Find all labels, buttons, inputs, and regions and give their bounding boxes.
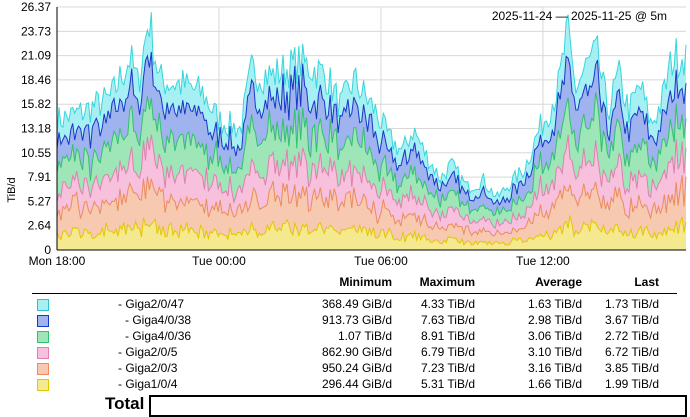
legend-header-average: Average [535, 275, 582, 289]
legend-minimum: 296.44 GiB/d [321, 377, 392, 391]
y-tick-label: 7.91 [28, 170, 52, 184]
legend-swatch-icon [37, 379, 49, 391]
legend-swatch-icon [37, 363, 49, 375]
y-tick-label: 26.37 [21, 0, 51, 14]
legend-last: 2.72 TiB/d [604, 329, 659, 343]
legend-average: 2.98 TiB/d [527, 313, 582, 327]
legend-average: 3.06 TiB/d [527, 329, 582, 343]
legend-swatch-icon [37, 331, 49, 343]
legend-average: 1.66 TiB/d [527, 377, 582, 391]
legend-average: 3.16 TiB/d [527, 361, 582, 375]
legend-header-rule [32, 293, 677, 294]
series-line-Giga1/0/4 [56, 215, 687, 246]
legend-maximum: 6.79 TiB/d [420, 345, 475, 359]
legend-minimum: 368.49 GiB/d [321, 297, 392, 311]
y-tick-label: 10.55 [21, 146, 51, 160]
y-tick-label: 2.64 [28, 219, 52, 233]
series-areas [56, 12, 687, 251]
legend-series-label: - Giga4/0/36 [125, 329, 192, 343]
legend-series-label: - Giga2/0/3 [118, 361, 178, 375]
series-area-Giga1/0/4 [57, 215, 686, 250]
legend-row: - Giga4/0/38 913.73 GiB/d 7.63 TiB/d 2.9… [32, 313, 677, 329]
x-tick-label: Mon 18:00 [29, 254, 86, 268]
y-tick-label: 18.46 [21, 73, 51, 87]
y-tick-label: 0 [44, 243, 51, 257]
legend-average: 3.10 TiB/d [527, 345, 582, 359]
legend-series-label: - Giga4/0/38 [125, 313, 192, 327]
legend-minimum: 913.73 GiB/d [321, 313, 392, 327]
series-line-Giga4/0/36 [56, 92, 687, 217]
legend-maximum: 4.33 TiB/d [420, 297, 475, 311]
legend-header-minimum: Minimum [339, 275, 392, 289]
legend-last: 6.72 TiB/d [604, 345, 659, 359]
legend-series-label: - Giga2/0/47 [118, 297, 185, 311]
legend-swatch-icon [37, 315, 49, 327]
legend-swatch-icon [37, 347, 49, 359]
legend-minimum: 1.07 TiB/d [337, 329, 392, 343]
legend-average: 1.63 TiB/d [527, 297, 582, 311]
y-tick-label: 15.82 [21, 97, 51, 111]
legend-header-last: Last [634, 275, 659, 289]
y-tick-label: 13.18 [21, 122, 51, 136]
y-tick-label: 21.09 [21, 49, 51, 63]
legend-row: - Giga1/0/4 296.44 GiB/d 5.31 TiB/d 1.66… [32, 377, 677, 393]
legend-last: 1.73 TiB/d [604, 297, 659, 311]
series-line-Giga2/0/5 [56, 134, 687, 230]
legend-minimum: 862.90 GiB/d [321, 345, 392, 359]
legend-row: - Giga2/0/3 950.24 GiB/d 7.23 TiB/d 3.16… [32, 361, 677, 377]
stacked-area-chart: 0 2.64 5.27 7.91 10.55 13.18 15.82 18.46 21.09 23… [6, 0, 687, 268]
legend-maximum: 5.31 TiB/d [420, 377, 475, 391]
legend-maximum: 7.23 TiB/d [420, 361, 475, 375]
legend-header-maximum: Maximum [419, 275, 475, 289]
series-line-Giga2/0/3 [56, 175, 687, 237]
x-tick-label: Tue 12:00 [516, 254, 570, 268]
y-tick-label: 23.73 [21, 24, 51, 38]
legend-row: - Giga2/0/5 862.90 GiB/d 6.79 TiB/d 3.10… [32, 345, 677, 361]
legend-swatch-icon [37, 299, 49, 311]
legend-last: 3.67 TiB/d [604, 313, 659, 327]
legend-maximum: 7.63 TiB/d [420, 313, 475, 327]
y-tick-label: 5.27 [28, 194, 52, 208]
legend-series-label: - Giga2/0/5 [118, 345, 178, 359]
legend-last: 1.99 TiB/d [604, 377, 659, 391]
legend-row: - Giga4/0/36 1.07 TiB/d 8.91 TiB/d 3.06 … [32, 329, 677, 345]
legend-last: 3.85 TiB/d [604, 361, 659, 375]
y-axis-label: TiB/d [6, 177, 18, 202]
legend-row: - Giga2/0/47 368.49 GiB/d 4.33 TiB/d 1.6… [32, 297, 677, 313]
legend-maximum: 8.91 TiB/d [420, 329, 475, 343]
series-line-Giga4/0/38 [56, 51, 687, 206]
time-range-label: 2025-11-24 — 2025-11-25 @ 5m [492, 9, 667, 23]
legend-series-label: - Giga1/0/4 [118, 377, 178, 391]
total-label: Total [105, 394, 145, 413]
x-tick-label: Tue 06:00 [354, 254, 408, 268]
x-tick-label: Tue 00:00 [192, 254, 246, 268]
total-field [149, 395, 687, 417]
series-line-Giga2/0/47 [56, 12, 687, 198]
chart-axes: 0 2.64 5.27 7.91 10.55 13.18 15.82 18.46 21.09 23… [21, 0, 686, 268]
legend-minimum: 950.24 GiB/d [321, 361, 392, 375]
